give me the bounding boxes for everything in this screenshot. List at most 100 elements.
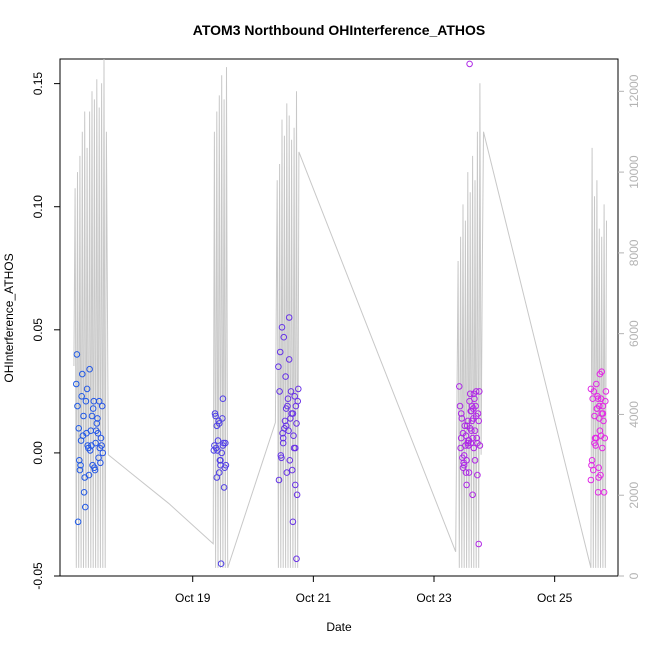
data-point: [466, 390, 474, 398]
data-point: [213, 422, 221, 430]
plot-border: [59, 58, 619, 577]
data-point: [92, 427, 100, 435]
data-point: [279, 434, 287, 442]
y2-tick-label: 2000: [627, 482, 641, 509]
data-point: [594, 489, 602, 496]
data-point: [471, 395, 478, 403]
y2-tick-label: 10000: [627, 155, 641, 189]
data-point: [77, 461, 84, 469]
data-point: [473, 434, 481, 442]
data-point: [474, 439, 481, 447]
data-point: [476, 388, 483, 395]
y-axis-title: OHInterference_ATHOS: [2, 253, 16, 382]
data-point: [78, 393, 85, 400]
altitude-line: [73, 58, 607, 569]
data-point: [275, 363, 282, 371]
data-point: [96, 444, 104, 452]
data-point: [86, 365, 93, 373]
data-point: [456, 402, 464, 410]
data-point: [292, 444, 299, 452]
data-point: [470, 390, 478, 398]
x-tick-label: Oct 23: [416, 591, 452, 605]
y2-tick-label: 12000: [627, 74, 641, 108]
altitude-series: [73, 58, 607, 569]
data-point: [85, 471, 93, 479]
data-point: [596, 415, 603, 422]
data-point: [280, 333, 288, 341]
data-point: [94, 415, 101, 422]
data-point: [275, 476, 283, 484]
data-point: [587, 476, 595, 484]
data-point: [468, 427, 475, 435]
data-point: [284, 395, 292, 403]
data-point: [469, 415, 477, 422]
data-point: [470, 444, 478, 452]
x-tick-label: Oct 21: [296, 591, 332, 605]
data-point: [291, 393, 299, 400]
data-point: [460, 452, 468, 459]
data-point: [602, 388, 610, 395]
data-point: [283, 469, 291, 476]
data-point: [73, 351, 81, 358]
data-point: [277, 452, 285, 459]
data-point: [599, 410, 607, 417]
data-point: [89, 405, 97, 412]
x-tick-label: Oct 19: [175, 591, 211, 605]
y-tick-label: 0.10: [31, 195, 45, 219]
data-point: [97, 434, 105, 442]
data-point: [292, 481, 299, 489]
data-point: [288, 466, 296, 474]
ohi-series: [73, 60, 610, 568]
data-point: [471, 457, 479, 464]
y2-tick-label: 6000: [627, 320, 641, 347]
data-point: [595, 464, 603, 472]
chart-title: ATOM3 Northbound OHInterference_ATHOS: [193, 22, 485, 38]
data-point: [99, 449, 107, 457]
data-point: [210, 447, 218, 454]
data-point: [590, 388, 598, 395]
data-point: [82, 397, 90, 405]
y2-tick-label: 4000: [627, 401, 641, 428]
data-point: [588, 457, 596, 464]
data-point: [211, 410, 219, 417]
data-point: [465, 442, 472, 449]
data-point: [86, 447, 94, 454]
data-point: [287, 388, 295, 395]
data-point: [285, 356, 293, 363]
data-point: [593, 434, 600, 442]
data-point: [598, 368, 606, 376]
data-point: [465, 469, 473, 476]
data-point: [289, 518, 297, 526]
data-point: [73, 380, 80, 388]
data-point: [475, 540, 483, 548]
data-point: [79, 432, 87, 440]
x-axis-title: Date: [326, 620, 352, 634]
data-point: [295, 385, 302, 393]
data-point: [461, 422, 469, 430]
data-point: [462, 469, 470, 476]
y2-tick-label: 8000: [627, 239, 641, 266]
data-point: [219, 395, 227, 403]
x-axis: Oct 19 Oct 21 Oct 23 Oct 25: [175, 576, 573, 605]
data-point: [74, 518, 82, 526]
y2-axis: 0 2000 4000 6000 8000 10000 12000: [618, 74, 641, 579]
data-point: [469, 491, 476, 499]
data-point: [464, 417, 472, 425]
data-point: [460, 459, 467, 467]
data-point: [82, 503, 89, 511]
data-point: [293, 420, 300, 427]
data-point: [467, 407, 475, 415]
data-point: [276, 348, 284, 356]
data-point: [593, 405, 601, 412]
x-tick-label: Oct 25: [537, 591, 573, 605]
data-point: [599, 402, 607, 410]
data-point: [286, 457, 294, 464]
y-tick-label: 0.00: [31, 441, 45, 465]
data-point: [593, 380, 600, 388]
y-tick-label: 0.05: [31, 318, 45, 342]
data-point: [466, 60, 473, 68]
data-point: [222, 461, 230, 469]
data-point: [220, 484, 228, 491]
